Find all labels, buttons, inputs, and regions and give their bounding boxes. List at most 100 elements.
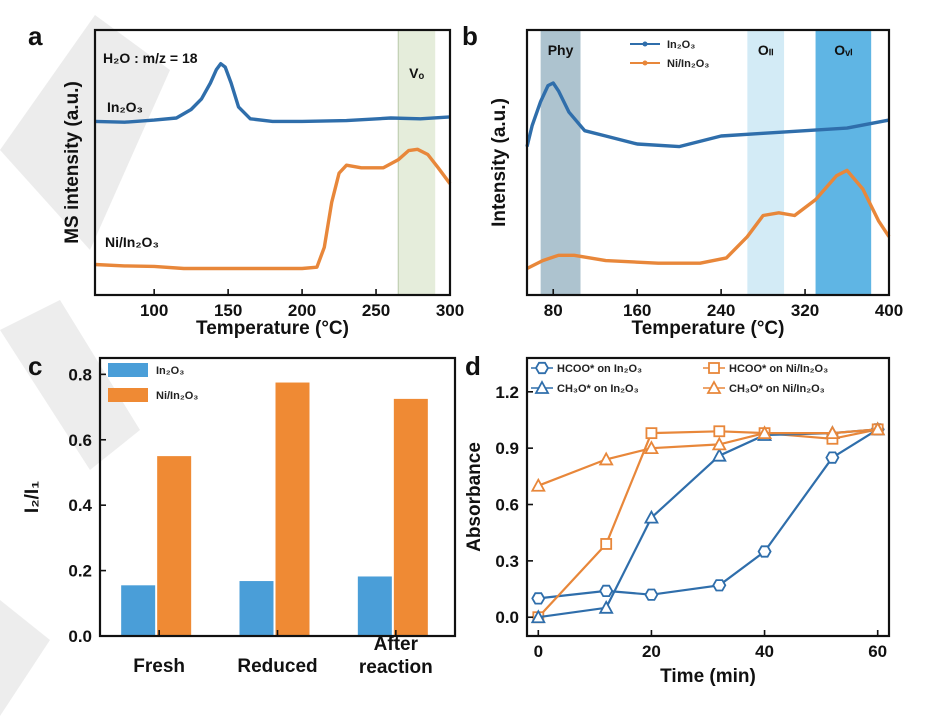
marker-triangle [530,477,546,492]
y-tick-label: 0.3 [495,552,519,571]
x-axis-label: Temperature (°C) [196,318,349,339]
x-tick-label: 240 [707,301,735,320]
legend-marker [642,60,648,66]
y-tick-label: 0.6 [68,431,92,450]
legend-swatch [108,388,148,402]
x-tick-label: 40 [755,642,774,661]
x-category-text: reaction [359,657,433,678]
band-0 [540,30,581,295]
x-tick-label: 320 [791,301,819,320]
legend-entry: HCOO* on Ni/In₂O₃ [729,363,828,375]
bar-in2o3 [357,576,392,636]
x-tick-label: 300 [436,301,464,320]
x-tick-label: 100 [140,301,168,320]
x-tick-label: 20 [642,642,661,661]
x-category-label: Fresh [133,656,185,677]
panel-b-frame [525,28,891,297]
bar-ni-in2o3 [157,456,192,636]
legend-entry: CH₃O* on Ni/In₂O₃ [729,383,825,395]
y-axis-label: I₂/I₁ [22,481,43,513]
x-tick-label: 200 [288,301,316,320]
marker-square [600,538,613,550]
series-in2o3-line [525,81,890,149]
band-vo-label: Vₒ [409,65,424,81]
y-tick-label: 0.4 [68,496,92,515]
panel-a-frame [93,28,452,297]
marker-hexagon [531,592,546,605]
y-axis-label: MS intensity (a.u.) [62,81,83,244]
marker-triangle [598,451,614,466]
marker-triangle [643,440,659,455]
x-axis-label: Time (min) [660,666,756,687]
y-tick-label: 0.8 [68,365,92,384]
y-axis-label: Absorbance [464,442,485,552]
x-tick-label: 400 [875,301,903,320]
band-label: Oᵥₗ [834,42,852,58]
marker-hexagon [599,584,614,597]
marker-triangle [530,609,546,624]
watermark-shape-1 [0,15,170,250]
y-axis-label: Intensity (a.u.) [489,98,510,227]
marker-hexagon [644,588,659,601]
x-tick-label: 60 [868,642,887,661]
x-tick-label: 0 [534,642,543,661]
y-tick-label: 0.0 [495,608,519,627]
x-category-text: Fresh [133,656,185,677]
legend-entry: In₂O₃ [156,365,184,377]
marker-triangle [757,425,773,440]
legend-entry: HCOO* on In₂O₃ [557,363,642,375]
series-label-in2o3: In₂O₃ [107,99,143,115]
legend-entry: Ni/In₂O₃ [156,390,198,402]
marker-triangle [643,509,659,524]
x-category-text: After [374,634,419,655]
series-label-ni-in2o3: Ni/In₂O₃ [105,234,159,250]
marker-triangle [534,380,550,394]
series-ni-in2o3-line [526,168,891,271]
marker-square [645,427,658,440]
marker-square [713,425,726,438]
marker-triangle [711,447,727,462]
y-tick-label: 1.2 [495,383,519,402]
marker-triangle [706,380,722,394]
panel-d: HCOO* on In₂O₃ HCOO* on Ni/In₂O₃ CH₃O* on … [464,351,891,687]
legend: In₂O₃ Ni/In₂O₃ [108,363,198,402]
marker-triangle [598,599,614,614]
legend-swatch [108,363,148,377]
legend-entry: Ni/In₂O₃ [667,58,709,70]
legend: In₂O₃ Ni/In₂O₃ [630,39,709,70]
panel-label: c [28,351,42,381]
bar-ni-in2o3 [393,398,428,636]
marker-hexagon [534,361,550,375]
band-label: Phy [548,42,574,58]
marker-triangle [711,436,727,451]
x-tick-label: 250 [362,301,390,320]
band-label: Oₗₗ [758,42,774,58]
y-tick-label: 0.6 [495,496,519,515]
panel-label: d [465,351,481,381]
marker-triangle [824,425,840,440]
x-tick-label: 150 [214,301,242,320]
bar-ni-in2o3 [275,382,310,636]
marker-hexagon [757,545,772,558]
marker-hexagon [712,579,727,592]
panel-label: a [28,21,43,51]
x-tick-label: 160 [623,301,651,320]
legend: HCOO* on In₂O₃ HCOO* on Ni/In₂O₃ CH₃O* on … [531,361,828,395]
panel-label: b [462,21,478,51]
series-3 [530,421,886,492]
watermark-shape-2 [0,300,140,470]
series-line [538,428,879,600]
legend-entry: CH₃O* on In₂O₃ [557,383,639,395]
panel-b: Phy Oₗₗ Oᵥₗ In₂O₃ Ni/In₂O₃ 80 160 240 320 400 Temp… [462,21,903,339]
series-0 [531,423,885,605]
y-tick-label: 0.0 [68,627,92,646]
band-vo [398,30,436,295]
y-tick-label: 0.2 [68,562,92,581]
legend-marker [642,41,648,47]
series-in2o3-line [94,62,451,124]
panel-c-frame [98,356,457,638]
